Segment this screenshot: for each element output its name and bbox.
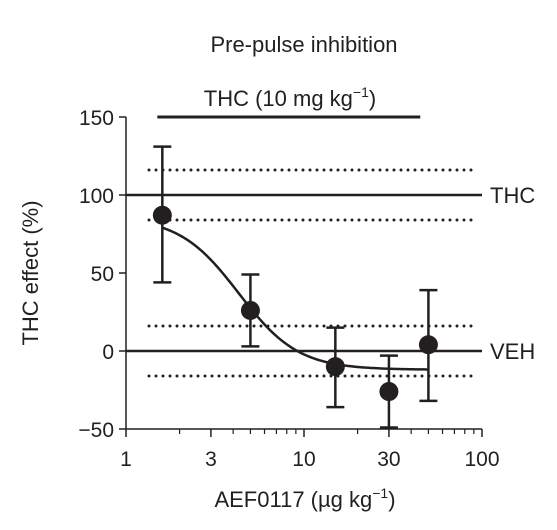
fit-curve [161, 226, 429, 371]
reference-label-veh: VEH [490, 339, 535, 364]
chart-title: Pre-pulse inhibition [210, 32, 397, 57]
axes: −50 0 50 100 150 1 3 10 30 100 [78, 107, 499, 471]
y-tick-label: 150 [79, 107, 114, 130]
x-tick-label: 3 [205, 448, 217, 471]
data-point [418, 335, 438, 355]
treatment-label: THC (10 mg kg−1) [204, 84, 376, 111]
data-point-group [152, 145, 172, 284]
x-tick-label: 1 [120, 448, 132, 471]
y-axis-label: THC effect (%) [18, 200, 43, 345]
x-tick-label: 30 [377, 448, 400, 471]
x-tick-label: 10 [292, 448, 315, 471]
treatment-bar: THC (10 mg kg−1) [157, 84, 421, 119]
data-point-group [379, 354, 399, 429]
y-tick-label: 50 [91, 263, 114, 286]
data-point [152, 205, 172, 225]
x-axis-label: AEF0117 (µg kg−1) [214, 485, 395, 512]
fit-curve-layer [161, 226, 429, 371]
x-tick-label: 100 [464, 448, 499, 471]
data-point [379, 382, 399, 402]
reference-lines: THC VEH [126, 168, 535, 378]
y-tick-label: −50 [78, 419, 114, 442]
data-point-group [418, 288, 438, 403]
y-tick-label: 100 [79, 185, 114, 208]
data-point [325, 357, 345, 377]
data-point-group [240, 273, 260, 348]
y-tick-label: 0 [102, 341, 114, 364]
reference-label-thc: THC [490, 183, 535, 208]
data-point-group [325, 326, 345, 409]
data-points [152, 145, 438, 429]
data-point [240, 300, 260, 320]
